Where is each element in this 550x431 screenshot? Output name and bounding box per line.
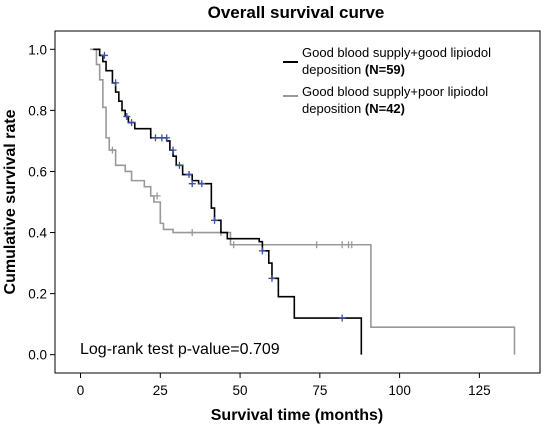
censor-mark (188, 180, 196, 188)
censor-mark (169, 146, 177, 154)
chart-title: Overall survival curve (208, 3, 385, 22)
plot-frame (54, 30, 541, 374)
censor-mark (108, 146, 116, 154)
series-2 (90, 48, 516, 355)
legend-label-series-2: Good blood supply+poor lipiodol depositi… (302, 84, 492, 116)
censor-mark (100, 51, 108, 59)
x-tick-label: 125 (468, 383, 491, 398)
censor-mark (258, 247, 266, 255)
censor-mark (338, 241, 346, 249)
y-axis-label: Cumulative survival rate (2, 109, 19, 294)
censor-mark (313, 241, 321, 249)
legend-label-series-1: Good blood supply+good lipiodol depositi… (302, 45, 495, 77)
series-1 (93, 48, 363, 355)
x-tick-label: 50 (233, 383, 248, 398)
censor-mark (153, 192, 161, 200)
censor-mark (230, 241, 238, 249)
censor-mark (152, 134, 160, 142)
censor-mark (128, 119, 136, 127)
censor-mark (348, 241, 356, 249)
y-axis-ticks: 0.0 0.2 0.4 0.6 0.8 1.0 (28, 42, 55, 363)
censor-mark (188, 229, 196, 237)
censor-mark (112, 79, 120, 87)
x-tick-label: 0 (77, 383, 85, 398)
log-rank-annotation: Log-rank test p-value=0.709 (80, 341, 280, 358)
y-tick-label: 1.0 (28, 42, 47, 57)
survival-step-line (90, 48, 516, 355)
series-layer (90, 48, 516, 355)
censor-mark (211, 216, 219, 224)
y-tick-label: 0.4 (28, 226, 47, 241)
censor-mark (185, 171, 193, 179)
censor-mark (123, 113, 131, 120)
y-tick-label: 0.8 (28, 103, 47, 118)
legend: Good blood supply+good lipiodol depositi… (283, 45, 495, 116)
censor-mark (338, 314, 346, 322)
x-tick-label: 75 (312, 383, 327, 398)
x-axis-ticks: 0 25 50 75 100 125 (77, 373, 491, 398)
x-tick-label: 25 (153, 383, 168, 398)
y-tick-label: 0.6 (28, 164, 47, 179)
censor-mark (175, 161, 183, 169)
x-axis-label: Survival time (months) (211, 407, 383, 424)
y-tick-label: 0.2 (28, 287, 47, 302)
y-tick-label: 0.0 (28, 348, 47, 363)
censor-mark (163, 134, 171, 142)
censor-mark (198, 180, 206, 188)
x-tick-label: 100 (388, 383, 411, 398)
censor-mark (268, 274, 276, 282)
